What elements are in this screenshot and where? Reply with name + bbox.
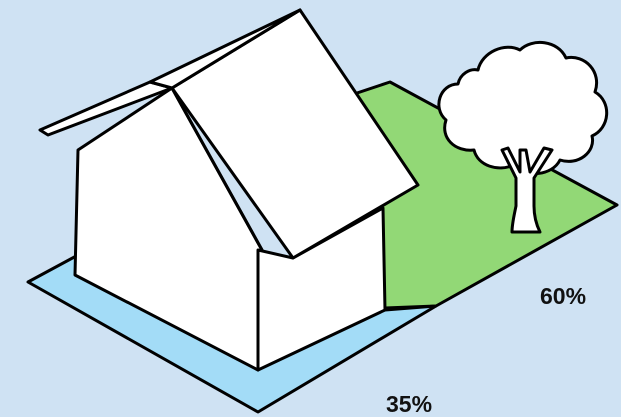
house-icon [38,8,420,372]
garden-percent-label: 60% [540,283,587,309]
house-footprint-percent-label: 35% [386,391,433,417]
tree-icon [437,41,609,234]
